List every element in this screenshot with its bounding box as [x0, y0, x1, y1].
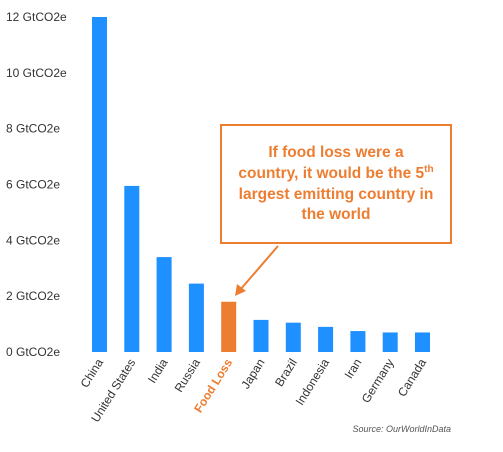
- y-tick-label: 4 GtCO2e: [6, 233, 60, 247]
- bar-iran: [350, 331, 366, 352]
- y-tick-label: 0 GtCO2e: [6, 345, 60, 359]
- callout-line-1: If food loss were a: [268, 144, 404, 162]
- source-note: Source: OurWorldInData: [352, 424, 451, 434]
- callout-box: If food loss were a country, it would be…: [220, 124, 452, 244]
- y-tick-label: 2 GtCO2e: [6, 289, 60, 303]
- bar-russia: [188, 283, 204, 352]
- callout-line-2: country, it would be the 5: [238, 165, 425, 183]
- bar-united-states: [124, 185, 140, 352]
- callout-arrow: [235, 245, 279, 296]
- y-tick-label: 12 GtCO2e: [6, 10, 67, 24]
- y-tick-label: 6 GtCO2e: [6, 178, 60, 192]
- bar-canada: [415, 332, 430, 352]
- bar-food-loss: [221, 301, 237, 352]
- x-tick-label: Germany: [359, 356, 397, 405]
- y-tick-label: 8 GtCO2e: [6, 122, 60, 136]
- x-tick-label: Canada: [395, 356, 429, 399]
- y-tick-label: 10 GtCO2e: [6, 66, 67, 80]
- x-tick-label: Iran: [342, 356, 365, 381]
- x-tick-label: Japan: [238, 356, 267, 391]
- callout-line-4: the world: [301, 205, 371, 223]
- y-axis: 0 GtCO2e 2 GtCO2e 4 GtCO2e 6 GtCO2e 8 GtCO2e…: [6, 10, 67, 359]
- bar-indonesia: [318, 326, 334, 352]
- x-tick-label: Russia: [172, 356, 203, 395]
- callout-line-3: largest emitting country in: [238, 185, 434, 203]
- bar-china: [92, 17, 107, 352]
- bar-germany: [382, 332, 398, 352]
- callout-superscript: th: [424, 164, 434, 176]
- callout-text: If food loss were a country, it would be…: [238, 143, 433, 225]
- x-tick-label: China: [78, 356, 107, 390]
- bar-india: [156, 257, 172, 352]
- bar-brazil: [285, 322, 301, 352]
- bar-japan: [253, 319, 269, 352]
- x-tick-label: Brazil: [272, 356, 300, 389]
- bars: [92, 17, 430, 352]
- x-tick-label: India: [145, 356, 171, 386]
